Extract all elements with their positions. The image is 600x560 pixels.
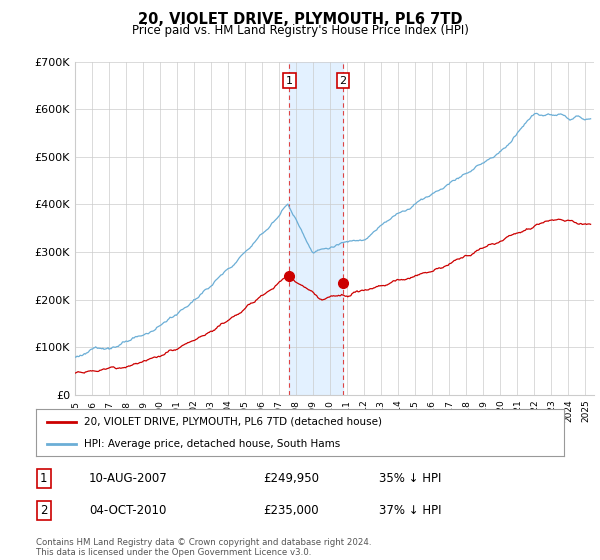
Text: Price paid vs. HM Land Registry's House Price Index (HPI): Price paid vs. HM Land Registry's House … [131,24,469,36]
Bar [289,62,343,395]
Text: 37% ↓ HPI: 37% ↓ HPI [379,504,442,517]
Text: HPI: Average price, detached house, South Hams: HPI: Average price, detached house, Sout… [83,438,340,449]
Text: £235,000: £235,000 [263,504,319,517]
Text: 20, VIOLET DRIVE, PLYMOUTH, PL6 7TD: 20, VIOLET DRIVE, PLYMOUTH, PL6 7TD [138,12,462,27]
Text: 1: 1 [286,76,293,86]
Text: 35% ↓ HPI: 35% ↓ HPI [379,472,442,484]
Text: 1: 1 [40,472,47,484]
Text: Contains HM Land Registry data © Crown copyright and database right 2024.
This d: Contains HM Land Registry data © Crown c… [36,538,371,557]
Text: 10-AUG-2007: 10-AUG-2007 [89,472,167,484]
Text: 2: 2 [40,504,47,517]
Text: 04-OCT-2010: 04-OCT-2010 [89,504,166,517]
Text: 20, VIOLET DRIVE, PLYMOUTH, PL6 7TD (detached house): 20, VIOLET DRIVE, PLYMOUTH, PL6 7TD (det… [83,417,382,427]
Text: £249,950: £249,950 [263,472,319,484]
Text: 2: 2 [340,76,347,86]
